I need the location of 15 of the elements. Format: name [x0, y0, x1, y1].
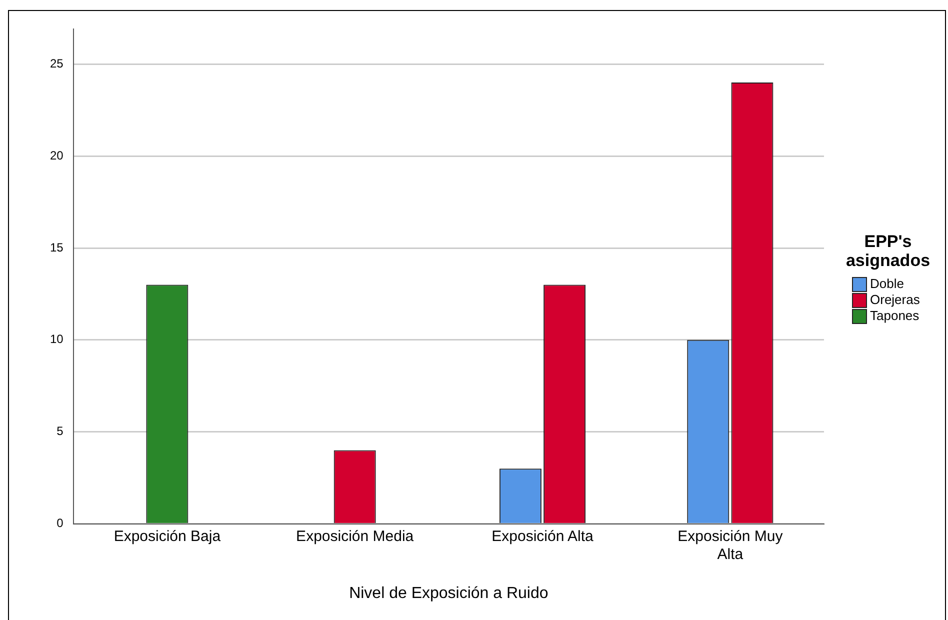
y-tick-label: 10 — [50, 332, 64, 346]
y-tick-label: 25 — [50, 56, 64, 70]
x-axis-title: Nivel de Exposición a Ruido — [349, 584, 548, 602]
legend-label: Tapones — [870, 308, 920, 324]
y-tick-label: 5 — [56, 424, 64, 438]
x-tick-label: Exposición Muy Alta — [678, 528, 784, 563]
y-tick-label: 20 — [50, 148, 64, 162]
x-tick-label: Exposición Media — [296, 528, 414, 545]
legend-title: EPP's asignados — [844, 232, 932, 270]
x-tick-label: Exposición Alta — [492, 528, 594, 545]
x-tick-label: Exposición Baja — [114, 528, 222, 545]
y-tick-label: 15 — [50, 240, 64, 254]
y-tick-label: 0 — [56, 516, 64, 530]
legend-label: Orejeras — [870, 292, 920, 308]
legend-label: Doble — [870, 276, 904, 292]
